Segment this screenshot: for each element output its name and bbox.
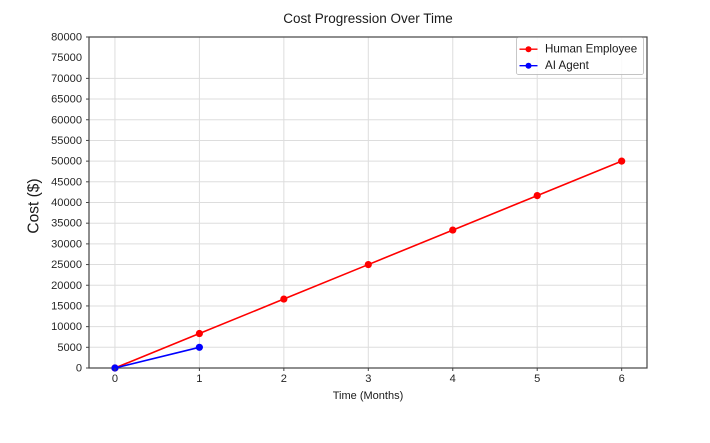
svg-text:3: 3: [365, 373, 371, 385]
svg-text:40000: 40000: [51, 197, 82, 209]
svg-text:1: 1: [196, 373, 202, 385]
svg-text:Time (Months): Time (Months): [333, 390, 404, 402]
svg-text:Cost ($): Cost ($): [26, 178, 43, 233]
svg-text:4: 4: [450, 373, 456, 385]
svg-text:75000: 75000: [51, 52, 82, 64]
svg-text:2: 2: [281, 373, 287, 385]
svg-text:35000: 35000: [51, 218, 82, 230]
svg-text:5000: 5000: [57, 342, 82, 354]
svg-text:10000: 10000: [51, 321, 82, 333]
svg-text:60000: 60000: [51, 114, 82, 126]
svg-text:80000: 80000: [51, 32, 82, 44]
svg-text:20000: 20000: [51, 280, 82, 292]
svg-text:6: 6: [619, 373, 625, 385]
svg-text:Cost Progression Over Time: Cost Progression Over Time: [283, 11, 453, 26]
svg-text:70000: 70000: [51, 73, 82, 85]
svg-text:AI Agent: AI Agent: [545, 59, 590, 72]
svg-text:15000: 15000: [51, 300, 82, 312]
svg-text:5: 5: [534, 373, 540, 385]
svg-text:0: 0: [76, 363, 82, 375]
svg-text:Human Employee: Human Employee: [545, 42, 637, 55]
svg-text:55000: 55000: [51, 135, 82, 147]
svg-text:25000: 25000: [51, 259, 82, 271]
svg-text:50000: 50000: [51, 156, 82, 168]
svg-text:65000: 65000: [51, 94, 82, 106]
svg-text:30000: 30000: [51, 238, 82, 250]
svg-text:0: 0: [112, 373, 118, 385]
svg-text:45000: 45000: [51, 176, 82, 188]
